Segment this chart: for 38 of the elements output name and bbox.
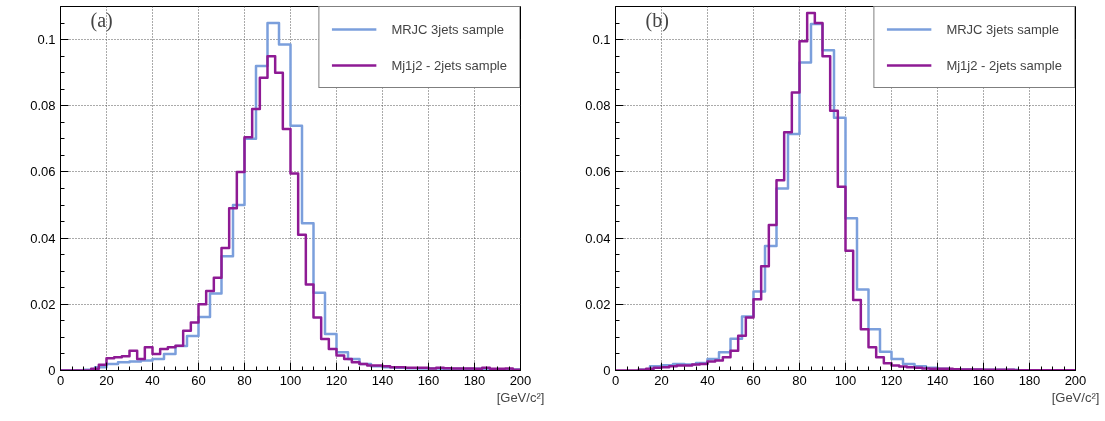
x-tick-label: 80 <box>237 372 252 388</box>
x-tick-label: 20 <box>654 372 669 388</box>
y-tick-label: 0.02 <box>585 296 611 312</box>
x-tick-label: 120 <box>325 372 348 388</box>
x-tick-label: 200 <box>1064 372 1087 388</box>
y-tick-label: 0.04 <box>30 230 56 246</box>
x-tick-label: 140 <box>371 372 394 388</box>
legend-label: MRJC 3jets sample <box>946 21 1060 37</box>
x-tick-label: 160 <box>417 372 440 388</box>
x-tick-label: 120 <box>880 372 903 388</box>
legend-label: Mj1j2 - 2jets sample <box>391 57 507 73</box>
x-tick-label: 200 <box>509 372 532 388</box>
y-tick-label: 0.08 <box>30 98 56 114</box>
x-tick-label: 40 <box>700 372 715 388</box>
x-axis-title: [GeV/c²] <box>1051 389 1100 405</box>
annotation: (a) <box>90 8 113 32</box>
x-tick-label: 180 <box>463 372 486 388</box>
x-tick-label: 60 <box>191 372 206 388</box>
x-tick-label: 100 <box>279 372 302 388</box>
x-tick-label: 40 <box>145 372 160 388</box>
x-tick-label: 160 <box>972 372 995 388</box>
y-tick-label: 0.02 <box>30 296 56 312</box>
x-tick-label: 20 <box>99 372 114 388</box>
x-tick-label: 140 <box>926 372 949 388</box>
y-tick-label: 0.1 <box>37 32 56 48</box>
y-tick-label: 0.06 <box>30 164 56 180</box>
x-axis-title: [GeV/c²] <box>496 389 545 405</box>
y-tick-label: 0.1 <box>592 32 611 48</box>
x-tick-label: 100 <box>834 372 857 388</box>
y-tick-label: 0.04 <box>585 230 611 246</box>
x-tick-label: 60 <box>746 372 761 388</box>
x-tick-label: 180 <box>1018 372 1041 388</box>
legend-label: Mj1j2 - 2jets sample <box>946 57 1062 73</box>
y-tick-label: 0.06 <box>585 164 611 180</box>
legend-label: MRJC 3jets sample <box>391 21 505 37</box>
y-tick-label: 0.08 <box>585 98 611 114</box>
annotation: (b) <box>645 8 669 32</box>
x-tick-label: 80 <box>792 372 807 388</box>
